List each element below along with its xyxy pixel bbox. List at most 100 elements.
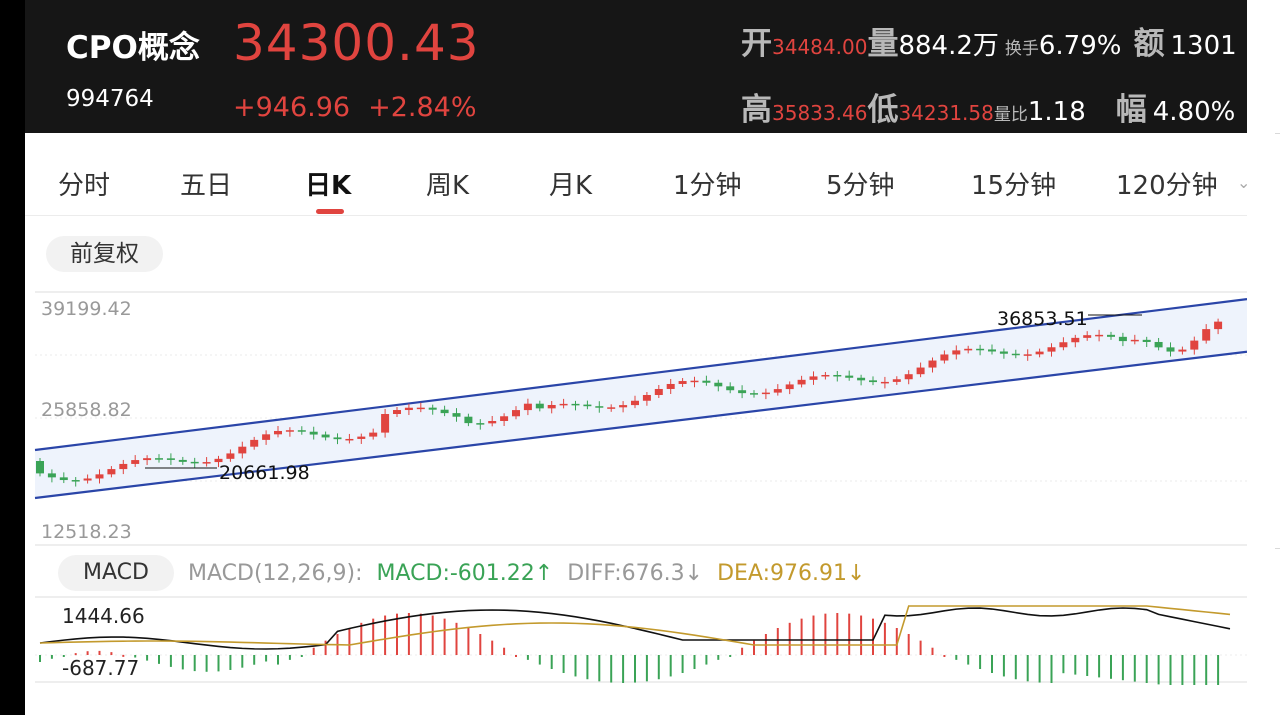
candle-body xyxy=(1166,347,1175,352)
y-axis-label-bottom: 12518.23 xyxy=(41,521,132,543)
candle-body xyxy=(845,375,854,378)
candle-body xyxy=(1118,336,1127,342)
candle-body xyxy=(523,403,532,411)
candle-body xyxy=(83,478,92,481)
candle-body xyxy=(131,460,140,464)
tab-15-minute[interactable]: 15分钟 xyxy=(971,171,1057,201)
candle-body xyxy=(964,348,973,351)
low-label: 低 xyxy=(867,92,899,128)
stock-code: 994764 xyxy=(66,86,154,112)
chevron-down-icon[interactable]: ⌄ xyxy=(1237,173,1247,192)
candle-body xyxy=(821,374,830,377)
candle-body xyxy=(654,388,663,396)
candle-body xyxy=(940,354,949,361)
candle-body xyxy=(797,379,806,385)
candle-body xyxy=(155,458,163,460)
candle-body xyxy=(833,374,842,377)
candle-body xyxy=(559,403,568,406)
candle-body xyxy=(202,462,211,464)
candle-body xyxy=(1059,342,1068,348)
quote-header: CPO概念 994764 34300.43 +946.96 +2.84% 开344… xyxy=(25,0,1247,133)
high-value: 35833.46 xyxy=(772,101,868,125)
candle-body xyxy=(809,376,818,380)
candle-body xyxy=(535,403,544,409)
volume-ratio-label: 量比 xyxy=(993,105,1028,125)
candle-body xyxy=(238,446,247,454)
candle-body xyxy=(1107,334,1115,337)
candle-body xyxy=(297,430,306,432)
stock-name: CPO概念 xyxy=(66,30,200,66)
tab-five-day[interactable]: 五日 xyxy=(180,171,233,201)
tab-weekly-k[interactable]: 周K xyxy=(426,171,470,201)
tab-monthly-k[interactable]: 月K xyxy=(549,171,593,201)
candle-body xyxy=(166,458,175,460)
turnover-label: 换手 xyxy=(1004,39,1039,59)
candle-body xyxy=(1095,334,1104,337)
macd-dea-line xyxy=(39,605,1231,646)
macd-indicator-button[interactable]: MACD xyxy=(58,555,174,591)
candle-body xyxy=(464,416,473,424)
kline-chart[interactable] xyxy=(25,285,1247,685)
candle-body xyxy=(262,434,271,440)
channel-lower-line xyxy=(34,350,1247,500)
last-price: 34300.43 xyxy=(233,14,480,72)
candle-body xyxy=(714,382,723,387)
candle-body xyxy=(738,390,747,394)
candle-body xyxy=(1190,340,1199,350)
candle-body xyxy=(1047,347,1056,352)
candle-body xyxy=(440,409,449,414)
candle-body xyxy=(393,410,401,415)
candle-body xyxy=(750,393,758,395)
amount-label: 额 xyxy=(1133,26,1165,62)
candle-body xyxy=(476,423,485,425)
candle-body xyxy=(607,407,616,409)
max-price-annotation: 36853.51 xyxy=(997,308,1088,330)
macd-axis-bottom: -687.77 xyxy=(62,656,140,680)
candle-body xyxy=(880,381,889,384)
change-amount: +946.96 xyxy=(233,92,351,123)
candle-body xyxy=(857,377,866,381)
volume-label: 量 xyxy=(867,26,899,62)
candle-body xyxy=(404,407,413,411)
tab-1-minute[interactable]: 1分钟 xyxy=(673,171,742,201)
high-label: 高 xyxy=(741,92,772,128)
candle-body xyxy=(916,367,925,375)
macd-axis-top: 1444.66 xyxy=(62,604,145,628)
candle-body xyxy=(226,453,235,459)
channel-upper-line xyxy=(34,298,1247,452)
active-tab-indicator xyxy=(316,209,344,214)
forward-adjust-button[interactable]: 前复权 xyxy=(46,236,163,272)
price-change: +946.96 +2.84% xyxy=(233,92,477,123)
candle-body xyxy=(59,477,68,481)
macd-readout: MACD(12,26,9): MACD:-601.22↑ DIFF:676.3↓ DE… xyxy=(188,561,865,586)
candle-body xyxy=(595,406,604,408)
stats-row-1: 开34484.00量884.2万 换手6.79% 额 1301 xyxy=(741,18,1237,63)
stats-row-2: 高35833.46低34231.58量比1.18 幅 4.80% xyxy=(741,84,1235,129)
candle-body xyxy=(1202,329,1211,341)
tab-intraday[interactable]: 分时 xyxy=(58,171,111,201)
candle-body xyxy=(1023,354,1032,356)
candle-body xyxy=(71,480,80,482)
candle-body xyxy=(36,461,44,474)
tab-daily-k[interactable]: 日K xyxy=(305,171,352,201)
candle-body xyxy=(976,348,985,351)
tab-120-minute[interactable]: 120分钟 xyxy=(1116,171,1218,201)
candle-body xyxy=(190,461,199,464)
amplitude-value: 4.80% xyxy=(1152,97,1236,127)
candle-body xyxy=(642,395,651,401)
tab-5-minute[interactable]: 5分钟 xyxy=(826,171,895,201)
candle-body xyxy=(381,414,390,433)
diff-value: DIFF:676.3↓ xyxy=(567,561,704,586)
candle-body xyxy=(512,410,520,417)
macd-diff-line xyxy=(39,607,1231,650)
open-label: 开 xyxy=(741,26,772,62)
y-axis-label-top: 39199.42 xyxy=(41,298,132,320)
candle-body xyxy=(250,439,259,447)
candle-body xyxy=(785,384,794,390)
candle-body xyxy=(452,413,461,417)
app-frame: CPO概念 994764 34300.43 +946.96 +2.84% 开344… xyxy=(25,0,1247,715)
candle-body xyxy=(619,405,628,408)
candle-body xyxy=(571,403,580,406)
candle-body xyxy=(1154,341,1163,348)
candle-body xyxy=(1178,349,1187,352)
